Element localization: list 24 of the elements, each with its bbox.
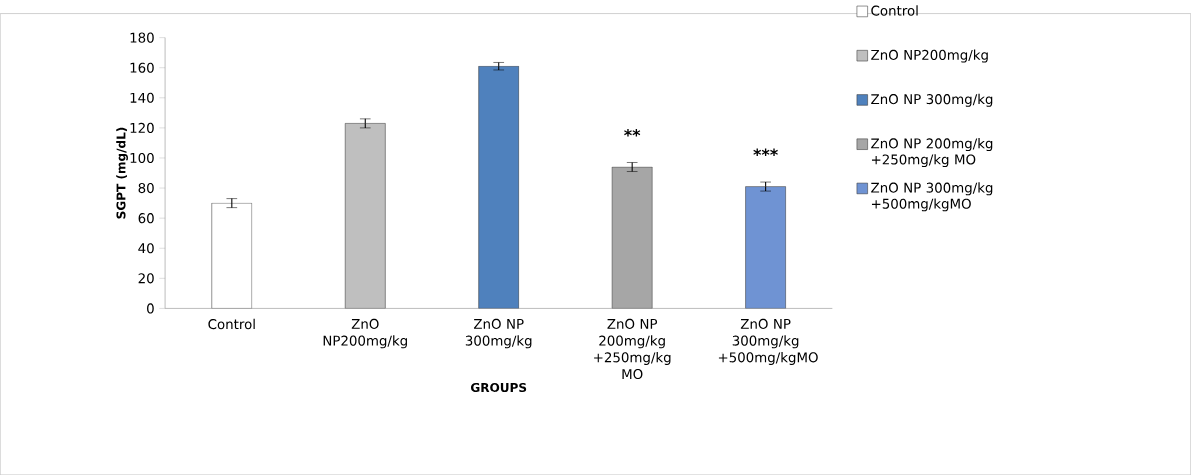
legend-label: ZnO NP 300mg/kg bbox=[871, 93, 993, 107]
x-tick-label: ZnO NP 300mg/kg bbox=[465, 318, 532, 349]
y-tick-label: 140 bbox=[130, 92, 154, 103]
y-tick-label: 20 bbox=[138, 273, 154, 284]
y-tick-label: 180 bbox=[130, 32, 154, 43]
x-tick-label: ZnO NP 300mg/kg +500mg/kgMO bbox=[718, 318, 818, 365]
legend-label: Control bbox=[871, 5, 918, 16]
x-tick-label: ZnO NP 200mg/kg +250mg/kg MO bbox=[594, 318, 671, 380]
y-tick-label: 160 bbox=[130, 62, 154, 73]
annotation: ** bbox=[624, 128, 641, 137]
legend-label: ZnO NP 200mg/kg +250mg/kg MO bbox=[871, 138, 993, 168]
y-tick-label: 80 bbox=[138, 182, 154, 194]
y-tick-label: 0 bbox=[147, 303, 154, 314]
y-tick-label: 120 bbox=[130, 122, 154, 133]
x-tick-label: Control bbox=[208, 318, 255, 330]
legend-label: ZnO NP 300mg/kg +500mg/kgMO bbox=[871, 182, 993, 212]
y-axis-title: SGPT (mg/dL) bbox=[116, 127, 128, 219]
y-tick-label: 100 bbox=[130, 152, 154, 163]
x-axis-title: GROUPS bbox=[471, 382, 527, 392]
x-tick-label: ZnO NP200mg/kg bbox=[323, 318, 407, 349]
y-tick-label: 40 bbox=[138, 243, 154, 254]
y-tick-label: 60 bbox=[138, 213, 154, 224]
annotation: *** bbox=[753, 148, 778, 156]
legend-label: ZnO NP200mg/kg bbox=[871, 49, 988, 63]
